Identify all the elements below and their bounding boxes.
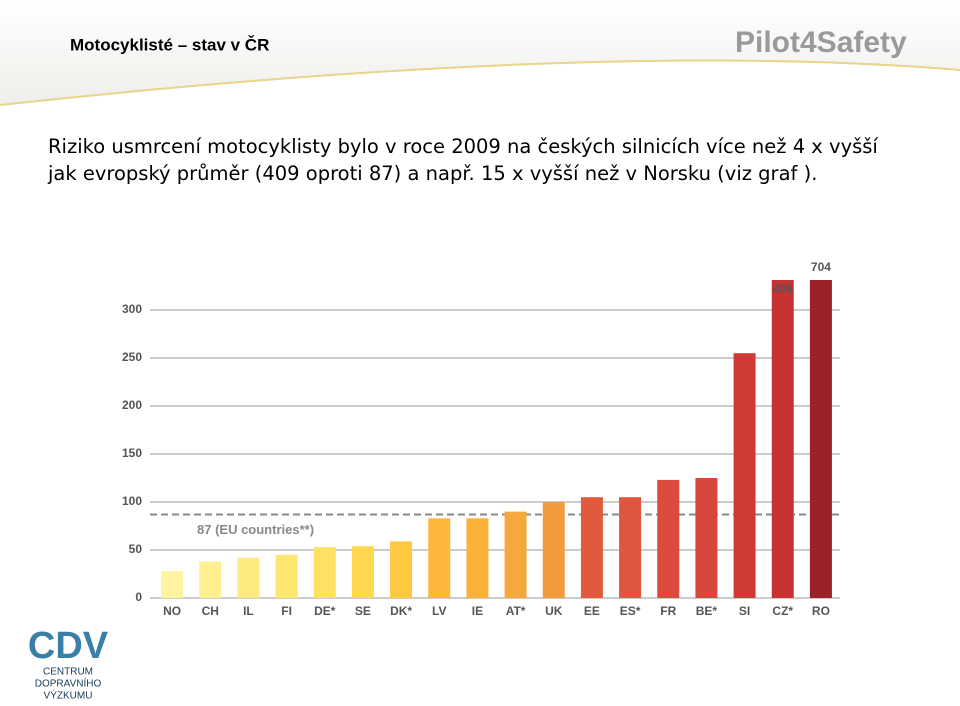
bar [428, 518, 451, 598]
bar [275, 554, 298, 598]
header-band [0, 0, 960, 105]
slide-title: Motocyklisté – stav v ČR [70, 35, 269, 54]
x-tick-label: DK* [390, 604, 412, 618]
bar [619, 497, 642, 598]
x-tick-label: NO [163, 604, 181, 618]
bar [809, 280, 832, 598]
x-tick-label: RO [812, 604, 830, 618]
y-tick-label: 150 [122, 446, 142, 460]
x-tick-label: DE* [314, 604, 336, 618]
bar [466, 518, 489, 598]
bar [237, 557, 260, 598]
bar [771, 280, 794, 599]
x-tick-label: IE [472, 604, 483, 618]
cdv-line: DOPRAVNÍHO [35, 677, 102, 690]
bar [390, 541, 413, 598]
x-tick-label: ES* [620, 604, 641, 618]
cdv-mark: CDV [28, 625, 109, 667]
value-label: 409 [773, 282, 793, 296]
x-tick-label: FR [660, 604, 676, 618]
x-tick-label: CZ* [772, 604, 793, 618]
x-tick-label: CH [202, 604, 219, 618]
header-curve [0, 59, 960, 106]
bar [504, 511, 527, 598]
bar [313, 547, 336, 598]
value-label: 704 [811, 260, 831, 274]
bar [580, 497, 603, 598]
x-tick-label: IL [243, 604, 254, 618]
y-tick-label: 200 [122, 398, 142, 412]
x-tick-label: LV [432, 604, 446, 618]
bar [199, 561, 222, 598]
x-tick-label: BE* [696, 604, 718, 618]
paragraph: Riziko usmrcení motocyklisty bylo v roce… [48, 135, 878, 185]
x-tick-label: SE [355, 604, 371, 618]
x-tick-label: AT* [506, 604, 526, 618]
y-tick-label: 100 [122, 494, 142, 508]
y-tick-label: 250 [122, 350, 142, 364]
bar [351, 546, 374, 598]
bar [161, 571, 184, 598]
bar [657, 479, 680, 598]
cdv-line: CENTRUM [43, 667, 93, 678]
x-tick-label: SI [739, 604, 750, 618]
x-tick-label: UK [545, 604, 563, 618]
x-tick-label: FI [281, 604, 292, 618]
y-tick-label: 50 [129, 542, 143, 556]
bar [695, 478, 718, 598]
reference-label: 87 (EU countries**) [197, 522, 314, 537]
cdv-line: VÝZKUMU [44, 689, 93, 702]
bar [733, 353, 756, 598]
logo: Pilot4Safety [735, 26, 907, 59]
bar [542, 502, 565, 598]
x-tick-label: EE [584, 604, 600, 618]
y-tick-label: 0 [135, 590, 142, 604]
y-tick-label: 300 [122, 302, 142, 316]
